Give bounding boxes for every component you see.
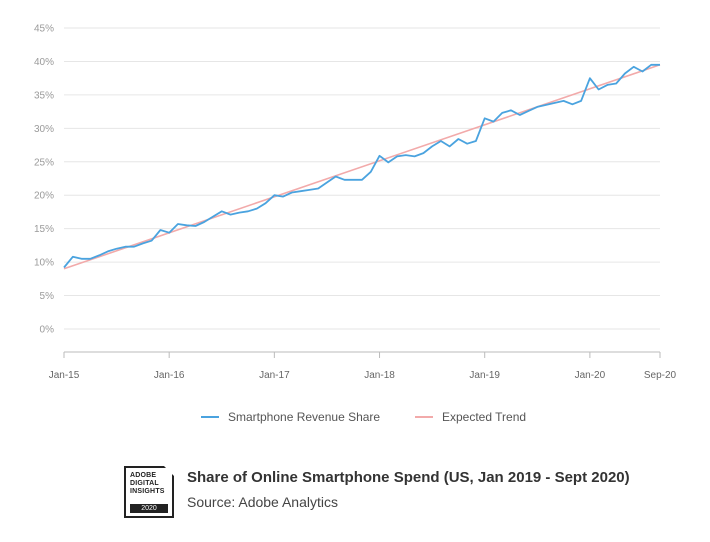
y-tick-label: 35% <box>34 90 54 101</box>
x-tick-label: Jan-18 <box>364 370 395 381</box>
legend-label-smartphone-revenue-share: Smartphone Revenue Share <box>228 410 380 424</box>
x-axis: Jan-15 Jan-16 Jan-17 Jan-18 Jan-19 Jan-20 Sep-… <box>49 351 677 381</box>
y-tick-label: 5% <box>40 291 55 302</box>
legend-label-expected-trend: Expected Trend <box>442 410 526 424</box>
y-tick-label: 25% <box>34 157 54 168</box>
y-tick-label: 15% <box>34 224 54 235</box>
adobe-digital-insights-logo: ADOBE DIGITAL INSIGHTS 2020 <box>124 466 174 518</box>
legend: Smartphone Revenue Share Expected Trend <box>201 410 526 424</box>
footer-title: Share of Online Smartphone Spend (US, Ja… <box>187 469 630 486</box>
footer-source: Source: Adobe Analytics <box>187 494 338 510</box>
x-tick-label: Jan-16 <box>154 370 185 381</box>
x-tick-label: Jan-20 <box>575 370 606 381</box>
y-tick-label: 0% <box>40 325 55 336</box>
x-tick-label: Sep-20 <box>644 370 677 381</box>
series-line-smartphone-revenue-share <box>63 63 660 269</box>
y-tick-label: 10% <box>34 258 54 269</box>
y-tick-label: 20% <box>34 191 54 202</box>
x-tick-label: Jan-17 <box>259 370 290 381</box>
line-chart: 0%5%10%15%20%25%30%35%40%45% Jan-15 Jan-1… <box>34 24 677 425</box>
y-tick-label: 30% <box>34 124 54 135</box>
badge-year: 2020 <box>130 504 168 513</box>
y-tick-label: 45% <box>34 24 54 35</box>
y-axis: 0% 5% 10% 15% 20% 25% 30% 35% 40% 45% <box>34 24 54 336</box>
series-line-expected-trend <box>63 64 661 270</box>
y-tick-label: 40% <box>34 57 54 68</box>
series-layer <box>63 63 661 270</box>
x-tick-label: Jan-19 <box>469 370 500 381</box>
gridlines <box>64 27 660 330</box>
x-tick-label: Jan-15 <box>49 370 80 381</box>
